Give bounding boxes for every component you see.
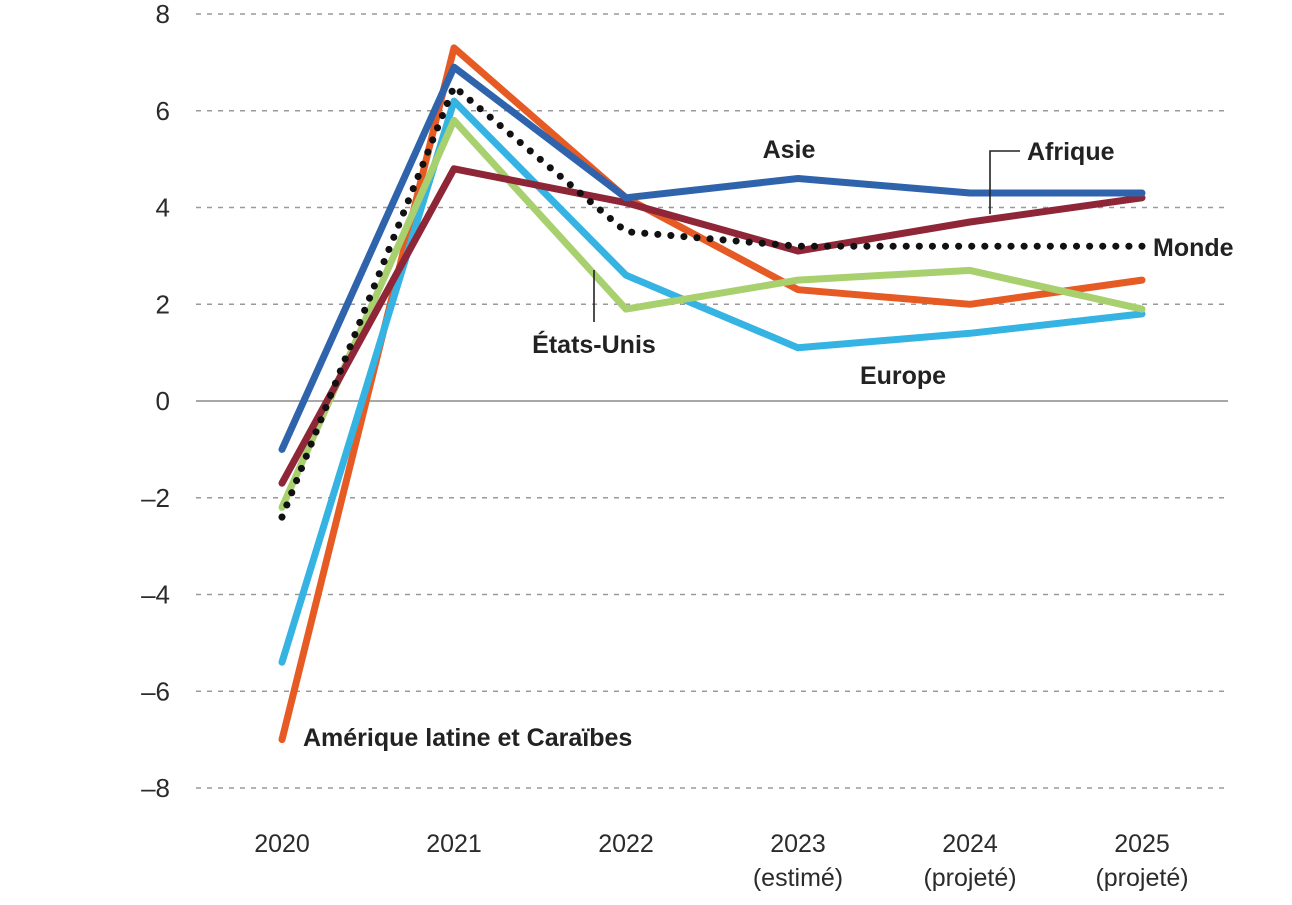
x-tick-label: 2021 — [426, 830, 482, 858]
series-label-etats-unis: États-Unis — [532, 330, 656, 359]
y-axis-tick-labels: 8 6 4 2 0 –2 –4 –6 –8 — [141, 0, 170, 803]
series-line-asie — [278, 63, 1146, 453]
series-line-monde — [278, 83, 1146, 521]
x-tick-label: 2023 — [770, 830, 826, 858]
series-label-afrique: Afrique — [1027, 138, 1115, 166]
x-tick-label: 2020 — [254, 830, 310, 858]
series-labels: Asie Afrique Monde États-Unis Europe Amérique… — [303, 136, 1234, 752]
series-label-monde: Monde — [1153, 234, 1234, 262]
y-tick-label: 0 — [156, 386, 170, 416]
y-tick-label: 4 — [156, 193, 170, 223]
series-line-europe — [278, 97, 1146, 666]
leader-line-afrique — [989, 150, 1020, 214]
x-tick-note: (projeté) — [1095, 864, 1188, 892]
x-tick-label: 2022 — [598, 830, 654, 858]
gridlines — [196, 13, 1228, 789]
y-tick-label: 8 — [156, 0, 170, 29]
series-label-europe: Europe — [860, 362, 946, 390]
series-lines — [278, 44, 1146, 744]
x-tick-note: (estimé) — [753, 864, 843, 892]
y-tick-label: –8 — [141, 773, 170, 803]
y-tick-label: 6 — [156, 96, 170, 126]
y-tick-label: –4 — [141, 580, 170, 610]
x-axis-tick-labels: 2020 2021 2022 2023 (estimé) 2024 (projeté) 202… — [254, 830, 1188, 892]
series-line-afrique — [278, 165, 1146, 487]
series-line-etats-unis — [278, 116, 1146, 511]
x-tick-note: (projeté) — [923, 864, 1016, 892]
y-tick-label: –2 — [141, 483, 170, 513]
series-label-asie: Asie — [763, 136, 816, 164]
x-tick-label: 2025 — [1114, 830, 1170, 858]
series-label-amerique-latine-et-caraibes: Amérique latine et Caraïbes — [303, 724, 632, 752]
x-tick-label: 2024 — [942, 830, 998, 858]
y-tick-label: –6 — [141, 676, 170, 706]
y-tick-label: 2 — [156, 289, 170, 319]
